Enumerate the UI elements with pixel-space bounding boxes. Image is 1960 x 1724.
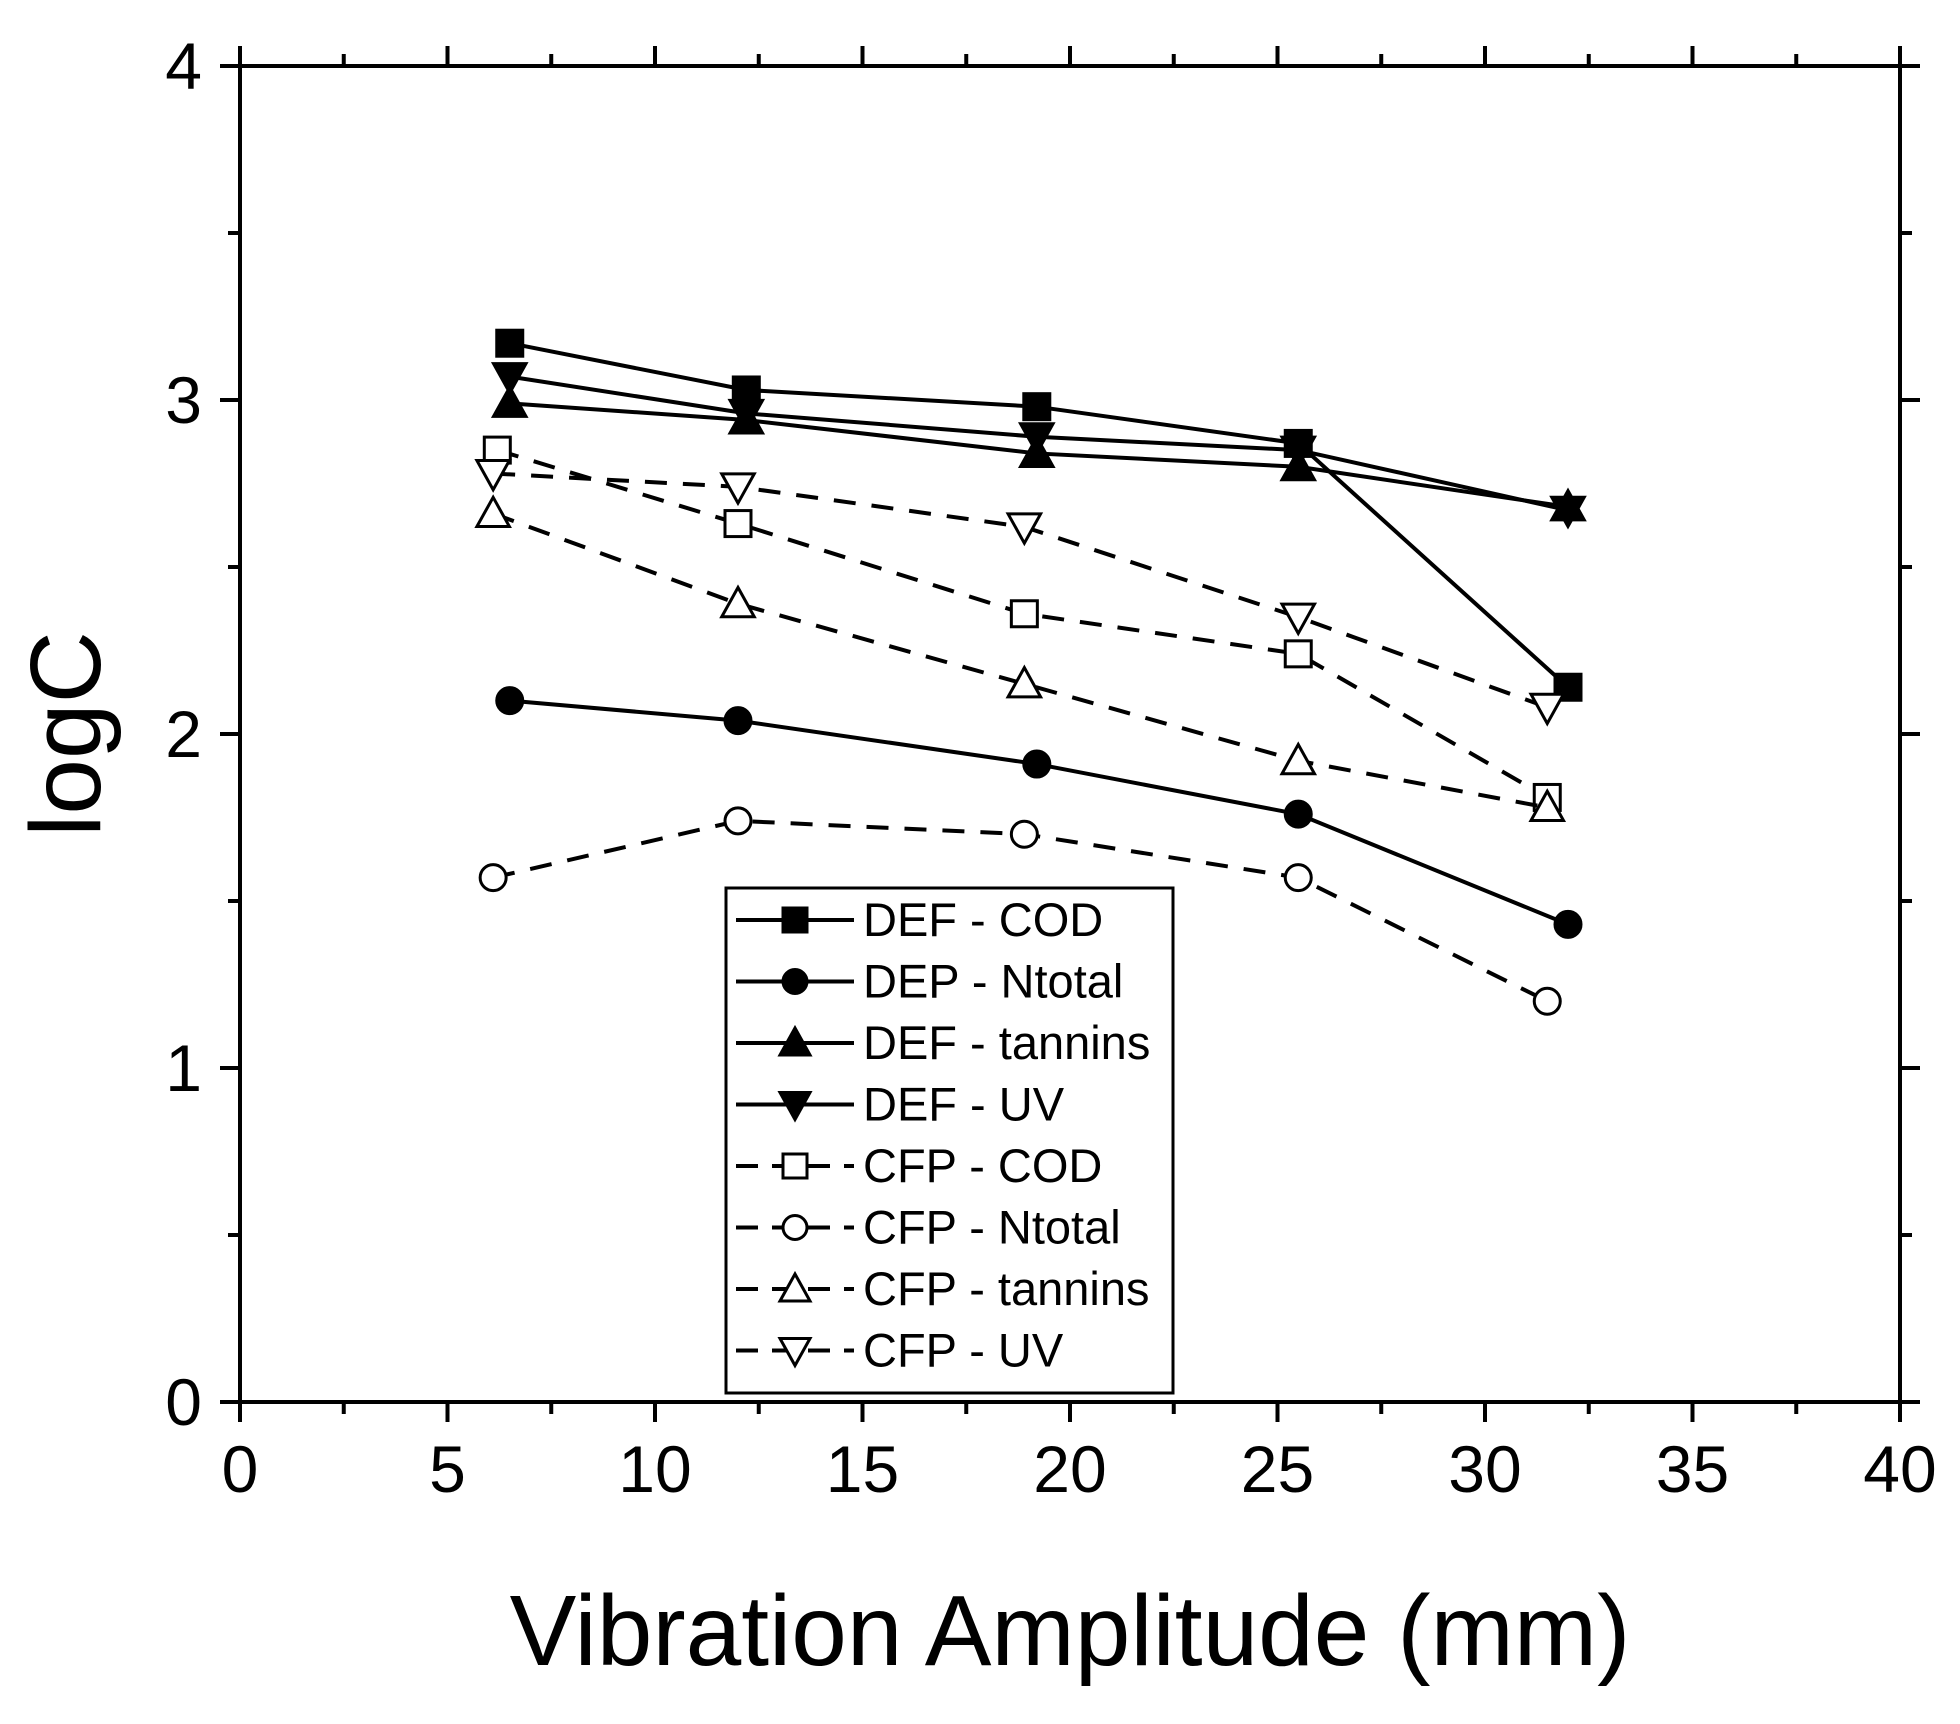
y-tick-label: 2 <box>165 697 202 771</box>
x-tick-label: 30 <box>1448 1432 1521 1506</box>
data-point-def-uv <box>727 398 766 433</box>
legend-label: CFP - tannins <box>863 1262 1149 1315</box>
x-tick-label: 15 <box>826 1432 899 1506</box>
legend: DEF - COD DEP - Ntotal DEF - tannins DEF - … <box>724 886 1175 1395</box>
y-tick-label: 4 <box>165 29 202 103</box>
data-point-def-tannins <box>490 384 529 418</box>
data-point-cfp-cod <box>723 509 753 539</box>
data-point-cfp-tannins <box>1528 788 1567 822</box>
legend-item: CFP - Ntotal <box>736 1201 1121 1254</box>
x-tick-label: 40 <box>1863 1432 1936 1506</box>
data-point-cfp-uv <box>1005 512 1044 547</box>
series-cfp-ntotal <box>478 806 1562 1016</box>
data-point-def-cod <box>495 328 525 358</box>
data-point-dep-ntotal <box>723 706 753 736</box>
legend-marker <box>781 968 809 995</box>
y-tick-label: 0 <box>165 1365 202 1439</box>
data-point-cfp-cod <box>1283 639 1313 669</box>
x-tick-label: 35 <box>1656 1432 1729 1506</box>
legend-marker <box>777 1024 813 1057</box>
data-point-cfp-ntotal <box>478 863 508 893</box>
y-axis-title: logC <box>10 631 122 837</box>
data-point-cfp-ntotal <box>723 806 753 836</box>
legend-label: CFP - Ntotal <box>863 1201 1121 1254</box>
legend-label: DEF - COD <box>863 893 1103 946</box>
data-point-cfp-tannins <box>1279 741 1318 776</box>
x-tick-label: 0 <box>222 1432 259 1506</box>
data-point-cfp-ntotal <box>1009 819 1039 849</box>
legend-label: CFP - COD <box>863 1139 1102 1192</box>
legend-item: CFP - UV <box>736 1324 1064 1377</box>
x-tick-label: 20 <box>1033 1432 1106 1506</box>
series-cfp-tannins <box>474 494 1567 822</box>
legend-marker <box>777 1270 813 1303</box>
legend-label: DEP - Ntotal <box>863 955 1123 1008</box>
x-tick-label: 10 <box>618 1432 691 1506</box>
data-point-cfp-uv <box>719 472 757 507</box>
legend-label: DEF - UV <box>863 1078 1065 1131</box>
legend-marker <box>781 1152 809 1180</box>
data-point-dep-ntotal <box>1553 909 1583 939</box>
legend-item: DEF - UV <box>736 1078 1065 1131</box>
data-point-def-uv <box>1279 435 1318 470</box>
y-tick-label: 1 <box>165 1031 202 1105</box>
legend-item: DEF - tannins <box>736 1016 1150 1069</box>
data-point-cfp-cod <box>482 435 512 465</box>
x-tick-label: 5 <box>429 1432 466 1506</box>
data-point-dep-ntotal <box>1022 749 1052 779</box>
data-point-def-uv <box>1549 495 1587 530</box>
series-dep-ntotal <box>495 686 1583 939</box>
legend-marker <box>777 1091 813 1123</box>
series-cfp-uv <box>474 458 1567 727</box>
data-point-cfp-uv <box>1279 602 1318 637</box>
legend-marker <box>781 1214 809 1241</box>
legend-item: DEP - Ntotal <box>736 955 1123 1008</box>
x-axis-title: Vibration Amplitude (mm) <box>510 1575 1631 1687</box>
data-point-cfp-ntotal <box>1532 986 1562 1016</box>
y-tick-label: 3 <box>165 363 202 437</box>
data-point-cfp-tannins <box>1005 664 1044 699</box>
data-series <box>474 328 1587 1016</box>
data-point-cfp-uv <box>474 458 512 493</box>
data-point-def-uv <box>1018 422 1056 457</box>
data-point-def-cod <box>1022 392 1052 422</box>
legend-item: CFP - tannins <box>736 1262 1149 1315</box>
data-point-cfp-tannins <box>719 584 757 619</box>
data-point-cfp-cod <box>1009 599 1039 629</box>
series-cfp-cod <box>482 435 1562 812</box>
x-tick-label: 25 <box>1241 1432 1314 1506</box>
legend-item: CFP - COD <box>736 1139 1102 1192</box>
data-point-cfp-ntotal <box>1283 863 1313 893</box>
legend-label: DEF - tannins <box>863 1016 1150 1069</box>
data-point-dep-ntotal <box>1283 799 1313 829</box>
data-point-cfp-uv <box>1528 692 1567 727</box>
data-point-def-uv <box>490 362 529 396</box>
series-line-cfp-tannins <box>492 511 1548 810</box>
legend-label: CFP - UV <box>863 1324 1064 1377</box>
data-point-cfp-tannins <box>474 494 512 529</box>
axis-ticks: 0 5 10 15 20 25 30 35 40 0 1 2 3 4 <box>165 29 1936 1506</box>
data-point-dep-ntotal <box>495 686 525 716</box>
data-point-def-cod <box>731 375 761 405</box>
legend-marker <box>781 906 809 934</box>
legend-marker <box>777 1337 813 1369</box>
legend-item: DEF - COD <box>736 893 1103 946</box>
series-def-uv <box>490 362 1587 530</box>
